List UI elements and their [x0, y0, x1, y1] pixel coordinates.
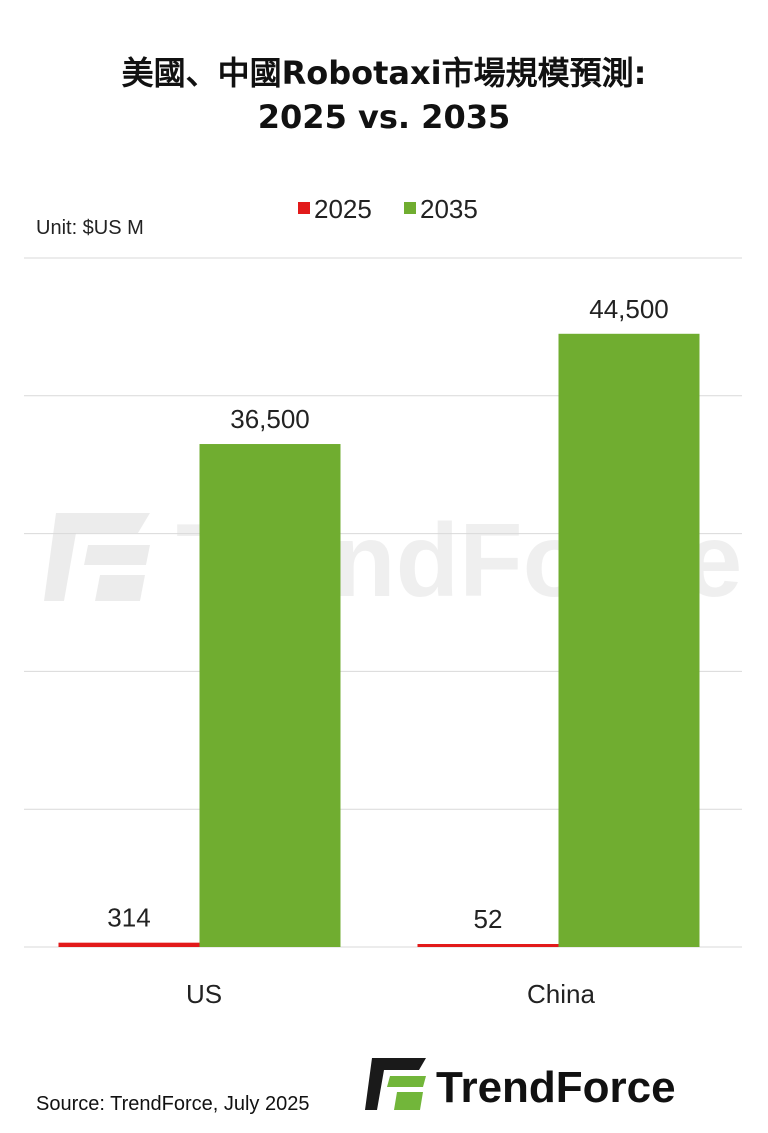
bar-china-2025	[417, 944, 559, 947]
chart-title-line1: 美國、中國Robotaxi市場規模預測:	[122, 54, 647, 92]
data-label-us-2025: 314	[107, 903, 150, 933]
category-label-china: China	[527, 979, 595, 1009]
unit-label: Unit: $US M	[36, 217, 144, 239]
legend-swatch-2025	[298, 202, 310, 214]
data-labels: 314 36,500 52 44,500	[107, 294, 668, 934]
data-label-china-2025: 52	[474, 904, 503, 934]
brand-name: TrendForce	[436, 1063, 676, 1112]
category-label-us: US	[186, 979, 222, 1009]
watermark	[44, 513, 150, 601]
bar-us-2025	[58, 942, 200, 947]
legend-label-2035: 2035	[420, 194, 478, 224]
legend-label-2025: 2025	[314, 194, 372, 224]
bar-us-2035	[199, 444, 341, 947]
data-label-china-2035: 44,500	[589, 294, 669, 324]
trendforce-logo	[365, 1058, 426, 1110]
source-note: Source: TrendForce, July 2025	[36, 1093, 309, 1115]
legend-swatch-2035	[404, 202, 416, 214]
bar-china-2035	[558, 333, 700, 947]
legend: 2025 2035	[298, 194, 478, 224]
bars	[58, 333, 700, 947]
chart-title-line2: 2025 vs. 2035	[258, 98, 510, 136]
data-label-us-2035: 36,500	[230, 404, 310, 434]
